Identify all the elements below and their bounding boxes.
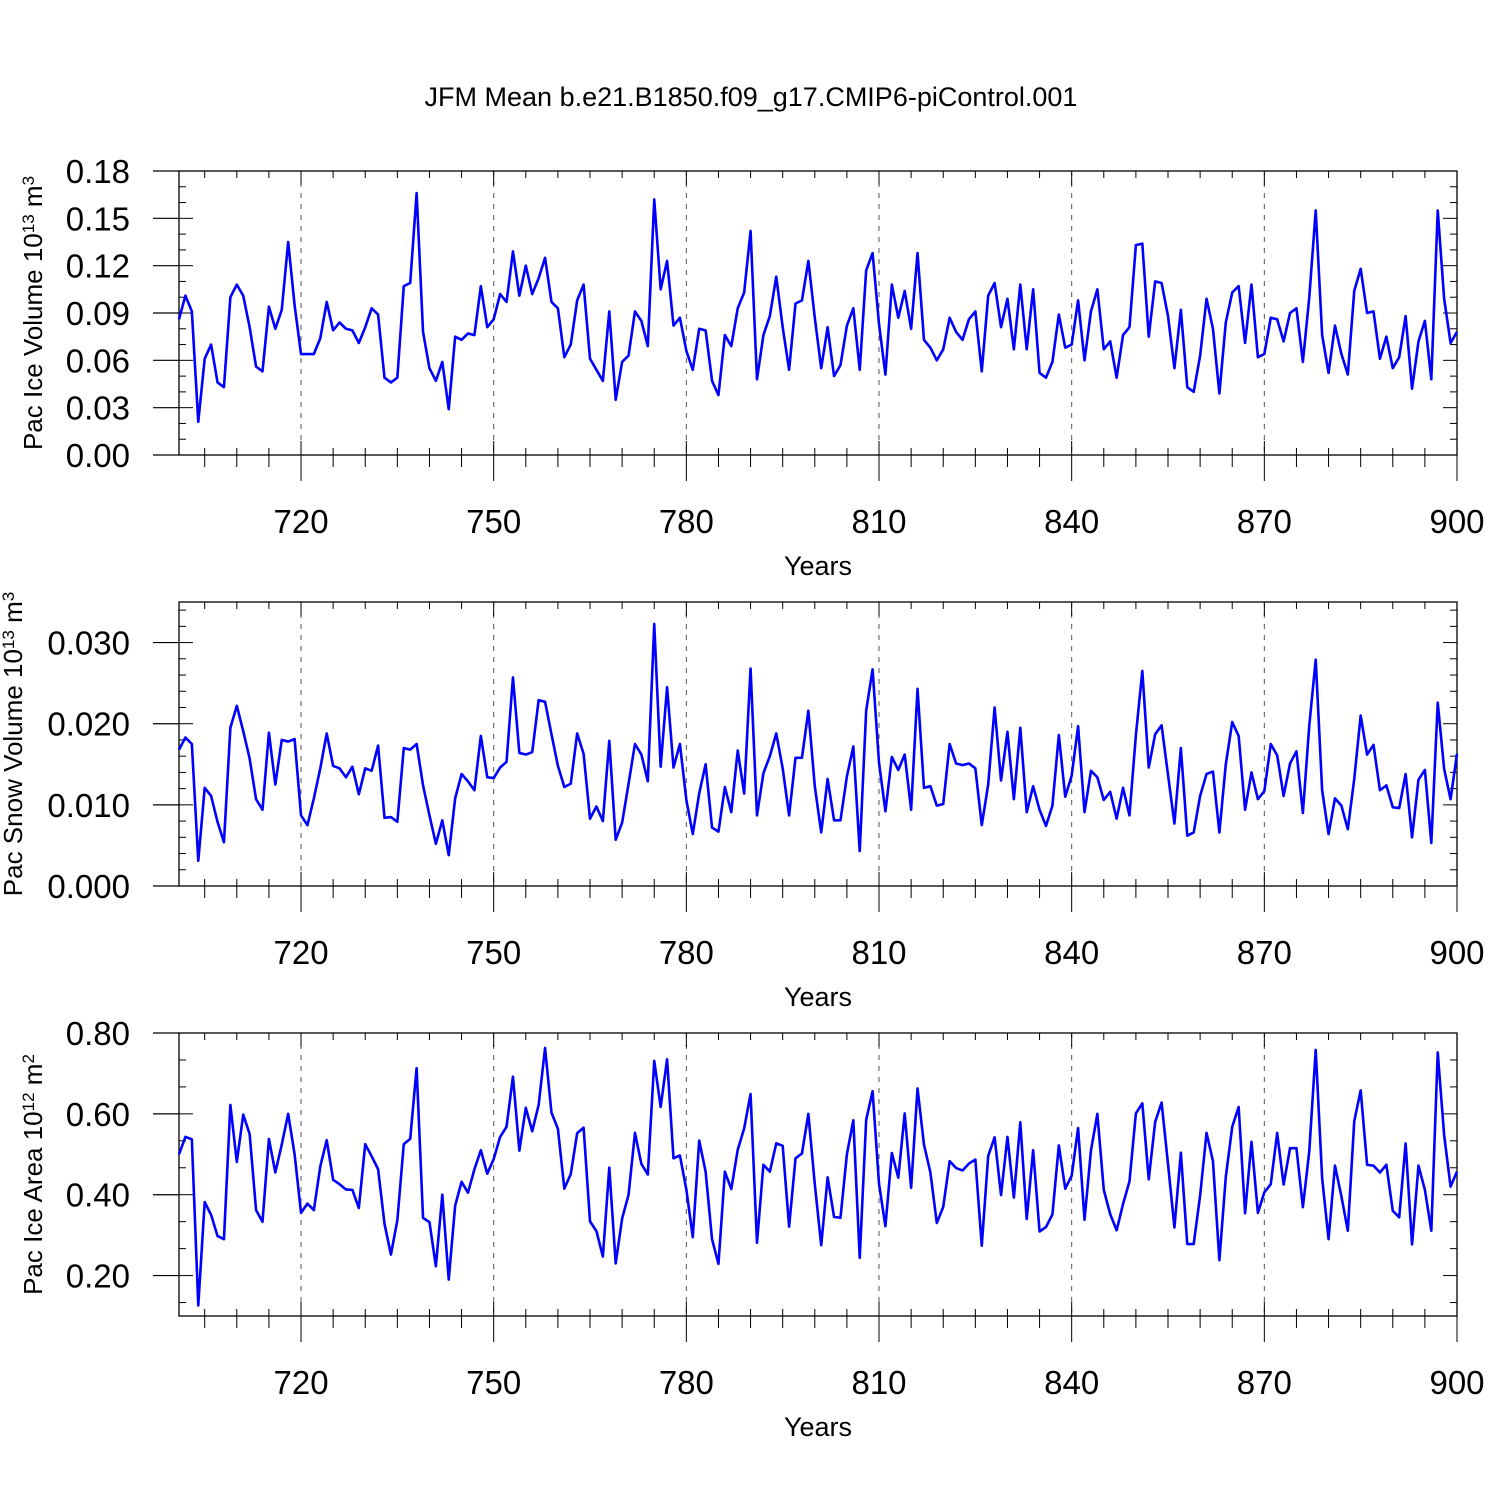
panel-2-ylabel-superscript: 13 — [0, 630, 18, 649]
panel-3-xtick-label: 900 — [1429, 1364, 1484, 1401]
panel-1-ylabel-part: m — [18, 185, 48, 214]
panel-3-xtick-label: 870 — [1237, 1364, 1292, 1401]
panel-1-frame — [178, 170, 1458, 456]
panel-3-xtick-label: 780 — [659, 1364, 714, 1401]
panel-1-xtick-label: 780 — [659, 503, 714, 540]
panel-1-ylabel-superscript: 13 — [19, 214, 38, 233]
panel-1-xtick-label: 870 — [1237, 503, 1292, 540]
panel-2-xtick-label: 720 — [273, 934, 328, 971]
panel-2-xtick-label: 780 — [659, 934, 714, 971]
panel-3-series-line — [177, 1046, 1459, 1307]
panel-2-ytick-label: 0.010 — [47, 787, 130, 824]
panel-2-ylabel-part: Pac Snow Volume 10 — [0, 649, 28, 896]
panel-1-ylabel: Pac Ice Volume 1013 m3 — [18, 176, 48, 450]
panel-1-ytick-label: 0.15 — [66, 200, 130, 237]
panel-2-xtick-label: 900 — [1429, 934, 1484, 971]
panel-3-xtick-label: 840 — [1044, 1364, 1099, 1401]
panel-2-series-line — [177, 622, 1459, 863]
chart-title: JFM Mean b.e21.B1850.f09_g17.CMIP6-piCon… — [425, 82, 1078, 112]
panel-2-xtick-label: 840 — [1044, 934, 1099, 971]
panel-1-ytick-label: 0.06 — [66, 342, 130, 379]
panel-3: 0.20 0.40 0.60 0.80 720 750 780 810 840 870 900 Yea… — [18, 1015, 1485, 1442]
panel-2-ytick-label: 0.020 — [47, 706, 130, 743]
panel-1-xtick-label: 840 — [1044, 503, 1099, 540]
panel-2-xlabel: Years — [784, 982, 852, 1012]
panel-3-xlabel: Years — [784, 1412, 852, 1442]
panel-2-xtick-label: 810 — [851, 934, 906, 971]
panel-2-frame — [178, 601, 1458, 887]
panel-3-xtick-label: 750 — [466, 1364, 521, 1401]
panel-1-xtick-label: 720 — [273, 503, 328, 540]
panel-2-ytick-label: 0.030 — [47, 625, 130, 662]
panel-1-xlabel: Years — [784, 551, 852, 581]
panel-1-ytick-label: 0.00 — [66, 437, 130, 474]
panel-1-xtick-label: 810 — [851, 503, 906, 540]
panel-2-ytick-label: 0.000 — [47, 868, 130, 905]
panel-2-ylabel-part: m — [0, 601, 28, 630]
panel-1-ytick-label: 0.18 — [66, 153, 130, 190]
panel-3-ylabel-part: m — [18, 1064, 48, 1093]
panel-1-ytick-label: 0.09 — [66, 295, 130, 332]
panel-3-xtick-label: 810 — [851, 1364, 906, 1401]
panel-2-ylabel-superscript: 3 — [0, 592, 18, 601]
panel-3-ylabel-superscript: 2 — [19, 1054, 38, 1063]
panel-1-ytick-label: 0.12 — [66, 248, 130, 285]
panel-3-ytick-label: 0.60 — [66, 1096, 130, 1133]
panel-1-xtick-label: 750 — [466, 503, 521, 540]
panel-3-ylabel-superscript: 12 — [19, 1092, 38, 1111]
panel-1-series-line — [177, 191, 1459, 424]
panel-1-xtick-label: 900 — [1429, 503, 1484, 540]
panel-3-xtick-label: 720 — [273, 1364, 328, 1401]
panel-3-ylabel-part: Pac Ice Area 10 — [18, 1111, 48, 1295]
panel-2-xtick-label: 750 — [466, 934, 521, 971]
panel-1-ytick-label: 0.03 — [66, 390, 130, 427]
panel-1-ylabel-superscript: 3 — [19, 176, 38, 185]
panel-2-ylabel: Pac Snow Volume 1013 m3 — [0, 592, 28, 896]
panel-3-ytick-label: 0.40 — [66, 1177, 130, 1214]
panel-3-ytick-label: 0.20 — [66, 1258, 130, 1295]
panel-1-ylabel-part: Pac Ice Volume 10 — [18, 233, 48, 450]
panel-3-frame — [178, 1032, 1458, 1317]
panel-2-xtick-label: 870 — [1237, 934, 1292, 971]
panel-3-ylabel: Pac Ice Area 1012 m2 — [18, 1054, 48, 1295]
panel-3-ytick-label: 0.80 — [66, 1015, 130, 1052]
panel-1: 0.00 0.03 0.06 0.09 0.12 0.15 0.18 720 750 780 810… — [18, 153, 1485, 581]
panel-2: 0.000 0.010 0.020 0.030 720 750 780 810 840 870 90… — [0, 592, 1485, 1012]
